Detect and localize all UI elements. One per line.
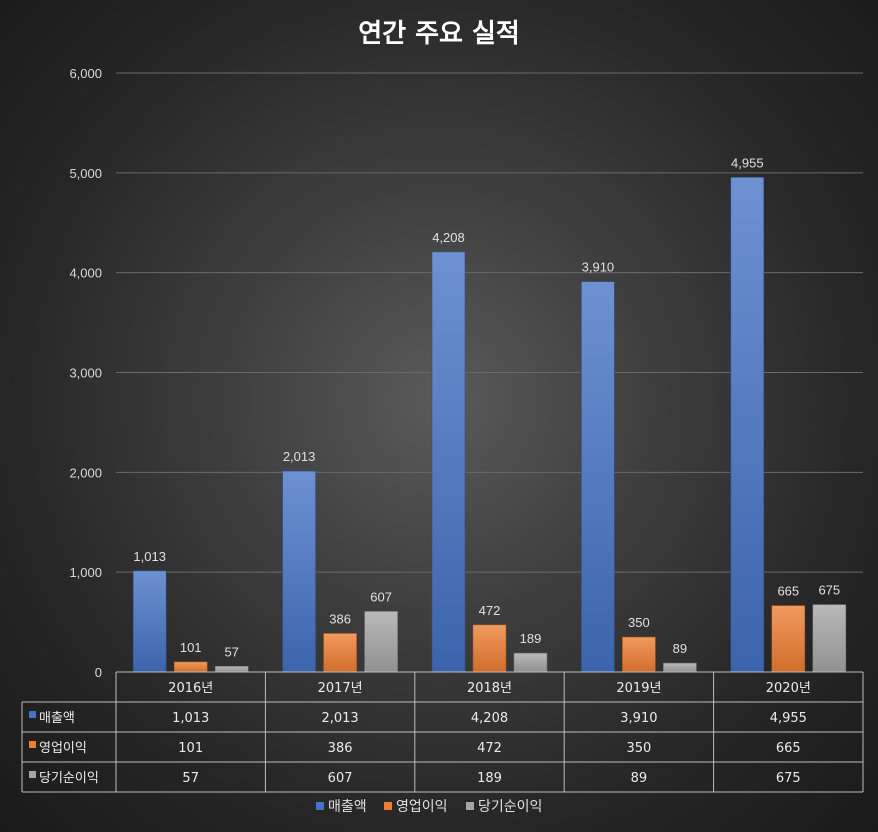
legend-key-swatch bbox=[29, 771, 36, 778]
table-cell: 57 bbox=[182, 771, 199, 786]
table-header-cell: 2016년 bbox=[168, 681, 213, 696]
bar bbox=[513, 652, 548, 673]
table-header-cell: 2018년 bbox=[467, 681, 512, 696]
data-label: 607 bbox=[370, 589, 392, 604]
y-tick-label: 0 bbox=[95, 665, 102, 680]
bar bbox=[282, 470, 316, 673]
legend-swatch bbox=[384, 802, 392, 810]
y-tick-label: 2,000 bbox=[69, 465, 102, 480]
table-cell: 472 bbox=[477, 741, 502, 756]
table-header-cell: 2019년 bbox=[616, 681, 661, 696]
data-label: 386 bbox=[329, 611, 351, 626]
data-label: 1,013 bbox=[133, 549, 166, 564]
bar bbox=[214, 666, 249, 673]
legend-key-swatch bbox=[29, 711, 36, 718]
table-cell: 189 bbox=[477, 771, 502, 786]
y-axis-ticks: 0 1,000 2,000 3,000 4,000 5,000 6,000 bbox=[69, 66, 102, 680]
bar bbox=[431, 251, 466, 673]
y-tick-label: 4,000 bbox=[69, 266, 102, 281]
data-label: 189 bbox=[520, 631, 542, 646]
table-cell: 665 bbox=[776, 741, 801, 756]
table-cell: 4,208 bbox=[471, 711, 508, 726]
bars bbox=[132, 177, 847, 673]
table-row-header: 영업이익 bbox=[39, 741, 87, 756]
table-cell: 89 bbox=[631, 771, 648, 786]
table-row-header: 당기순이익 bbox=[39, 771, 99, 786]
table-cell: 3,910 bbox=[620, 711, 657, 726]
y-tick-label: 5,000 bbox=[69, 166, 102, 181]
table-header-cell: 2020년 bbox=[766, 681, 811, 696]
table-cell: 386 bbox=[328, 741, 353, 756]
table-cell: 1,013 bbox=[172, 711, 209, 726]
table-header-cell: 2017년 bbox=[318, 681, 363, 696]
data-label: 2,013 bbox=[283, 449, 316, 464]
bar bbox=[622, 636, 656, 673]
bar bbox=[132, 570, 167, 673]
y-tick-label: 1,000 bbox=[69, 565, 102, 580]
table-cell: 2,013 bbox=[321, 711, 358, 726]
bar bbox=[771, 605, 806, 673]
legend-label: 당기순이익 bbox=[478, 799, 542, 815]
data-label: 4,208 bbox=[432, 230, 465, 245]
legend: 매출액 영업이익 당기순이익 bbox=[316, 799, 542, 815]
legend-label: 영업이익 bbox=[396, 799, 448, 815]
data-label: 101 bbox=[180, 640, 202, 655]
legend-swatch bbox=[466, 802, 474, 810]
table-cell: 675 bbox=[776, 771, 801, 786]
bar bbox=[323, 633, 357, 673]
legend-key-swatch bbox=[29, 741, 36, 748]
data-label: 675 bbox=[818, 583, 840, 598]
data-labels: 1,013 101 57 2,013 386 607 4,208 472 189 3,910 350… bbox=[133, 155, 840, 659]
bar bbox=[173, 661, 208, 673]
table-cell: 4,955 bbox=[770, 711, 807, 726]
bar bbox=[472, 624, 507, 673]
bar bbox=[581, 281, 615, 673]
y-tick-label: 3,000 bbox=[69, 366, 102, 381]
data-label: 3,910 bbox=[582, 260, 615, 275]
data-label: 350 bbox=[628, 615, 650, 630]
table-cell: 101 bbox=[178, 741, 203, 756]
data-label: 472 bbox=[479, 603, 501, 618]
table-cell: 350 bbox=[626, 741, 651, 756]
bar bbox=[812, 604, 847, 673]
bar bbox=[663, 662, 697, 673]
chart-title: 연간 주요 실적 bbox=[358, 19, 520, 49]
data-label: 57 bbox=[224, 644, 238, 659]
data-label: 4,955 bbox=[731, 155, 764, 170]
bar bbox=[364, 611, 398, 673]
data-label: 89 bbox=[673, 641, 687, 656]
bar bbox=[730, 177, 765, 673]
y-tick-label: 6,000 bbox=[69, 66, 102, 81]
data-label: 665 bbox=[777, 584, 799, 599]
table-cell: 607 bbox=[328, 771, 353, 786]
table-row-header: 매출액 bbox=[39, 711, 75, 726]
legend-swatch bbox=[316, 802, 324, 810]
legend-label: 매출액 bbox=[328, 799, 367, 815]
